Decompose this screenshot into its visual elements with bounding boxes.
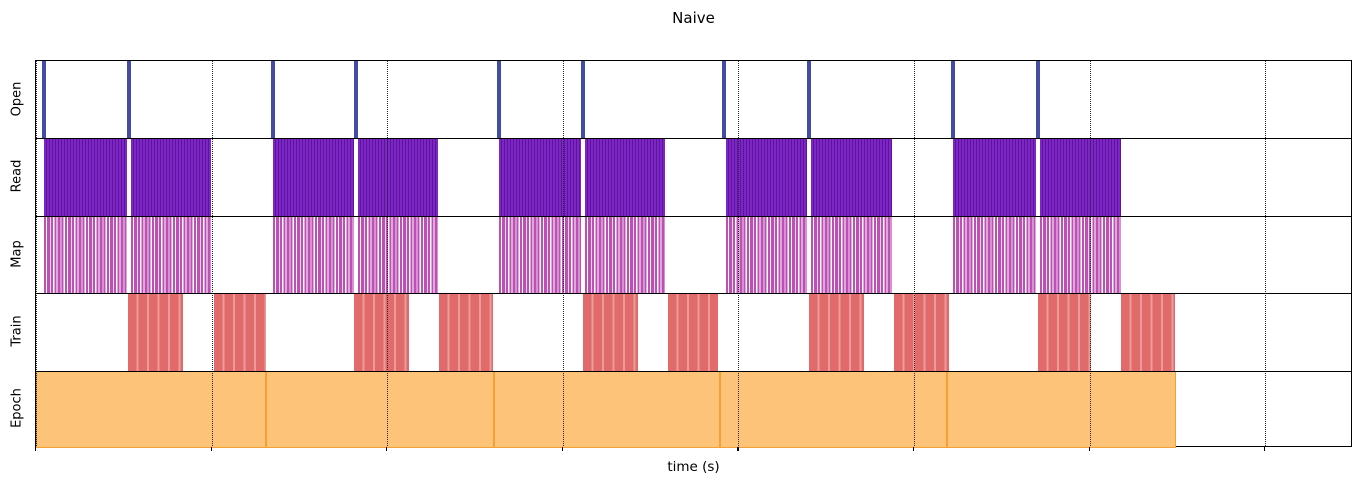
grid-line: [914, 61, 915, 446]
read-interval-bar: [811, 138, 893, 216]
grid-line: [36, 61, 37, 446]
epoch-interval-bar: [719, 370, 948, 448]
map-interval-bar: [130, 215, 212, 294]
lane-separator: [36, 215, 1351, 217]
map-interval-bar: [44, 215, 127, 294]
open-event-bar: [807, 61, 812, 139]
train-interval-bar: [1038, 293, 1092, 371]
map-interval-bar: [953, 215, 1037, 294]
y-lane-label-open: Open: [9, 81, 25, 117]
read-interval-bar: [358, 138, 438, 216]
read-interval-bar: [130, 138, 212, 216]
train-interval-bar: [128, 293, 183, 371]
train-interval-bar: [668, 293, 719, 371]
lane-separator: [36, 138, 1351, 140]
x-tick: [35, 447, 37, 451]
lane-open: [36, 61, 1351, 139]
read-interval-bar: [726, 138, 808, 216]
read-interval-bar: [953, 138, 1037, 216]
read-interval-bar: [44, 138, 127, 216]
open-event-bar: [354, 61, 359, 139]
open-event-bar: [127, 61, 132, 139]
map-interval-bar: [811, 215, 893, 294]
epoch-interval-bar: [493, 370, 720, 448]
lane-epoch: [36, 370, 1351, 448]
y-lane-label-train: Train: [9, 315, 25, 347]
epoch-interval-bar: [947, 370, 1177, 448]
chart-title: Naive: [672, 9, 715, 27]
x-tick: [913, 447, 915, 451]
open-event-bar: [42, 61, 47, 139]
x-axis-label: time (s): [667, 459, 720, 475]
x-tick: [737, 447, 739, 451]
y-lane-label-map: Map: [9, 239, 25, 268]
epoch-interval-bar: [36, 370, 267, 448]
read-interval-bar: [499, 138, 582, 216]
train-interval-bar: [809, 293, 865, 371]
train-interval-bar: [582, 293, 639, 371]
train-interval-bar: [439, 293, 493, 371]
train-interval-bar: [1121, 293, 1176, 371]
epoch-interval-bar: [266, 370, 494, 448]
train-interval-bar: [894, 293, 950, 371]
grid-line: [1265, 61, 1267, 446]
train-interval-bar: [214, 293, 267, 371]
grid-line: [387, 61, 389, 446]
map-interval-bar: [1040, 215, 1122, 294]
map-interval-bar: [585, 215, 665, 294]
map-interval-bar: [358, 215, 438, 294]
x-tick: [1088, 447, 1090, 451]
open-event-bar: [580, 61, 585, 139]
open-event-bar: [951, 61, 956, 139]
x-tick: [561, 447, 564, 451]
grid-line: [562, 61, 564, 446]
lane-train: [36, 293, 1351, 371]
x-tick: [1264, 447, 1266, 451]
open-event-bar: [497, 61, 502, 139]
read-interval-bar: [273, 138, 354, 216]
map-interval-bar: [273, 215, 354, 294]
open-event-bar: [1036, 61, 1041, 139]
lane-map: [36, 215, 1351, 294]
map-interval-bar: [499, 215, 582, 294]
read-interval-bar: [1040, 138, 1122, 216]
x-tick: [386, 447, 388, 451]
grid-line: [738, 61, 740, 446]
plot-area: [35, 60, 1352, 448]
map-interval-bar: [726, 215, 808, 294]
grid-line: [211, 61, 213, 446]
x-tick: [210, 447, 212, 451]
y-lane-label-epoch: Epoch: [9, 388, 25, 429]
open-event-bar: [722, 61, 727, 139]
lane-separator: [36, 370, 1351, 372]
open-event-bar: [271, 61, 276, 139]
grid-line: [1089, 61, 1091, 446]
read-interval-bar: [585, 138, 665, 216]
lane-read: [36, 138, 1351, 216]
y-lane-label-read: Read: [9, 159, 25, 193]
lane-separator: [36, 293, 1351, 295]
train-interval-bar: [354, 293, 409, 371]
